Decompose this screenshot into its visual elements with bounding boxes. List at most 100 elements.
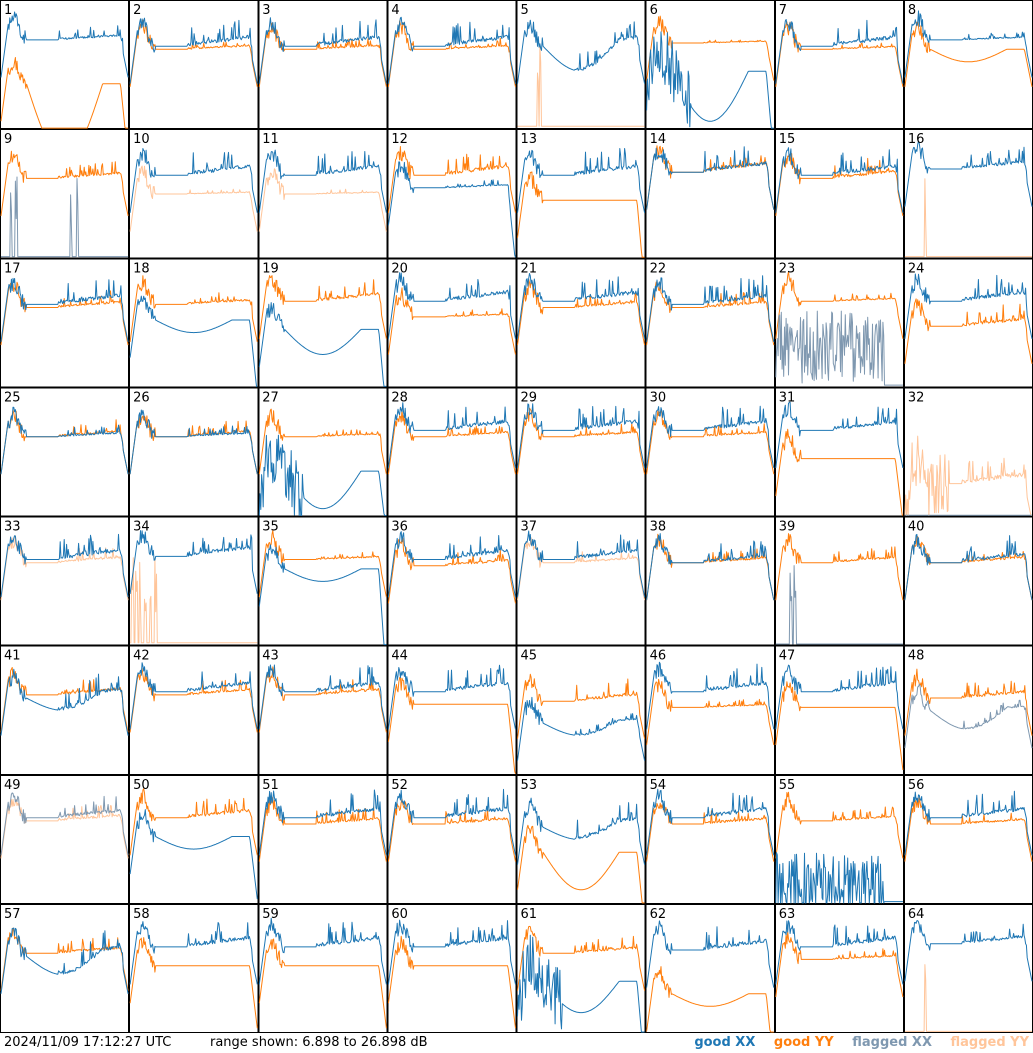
legend-flagged-xx: flagged XX bbox=[852, 1035, 932, 1050]
panel-number: 2 bbox=[133, 3, 141, 18]
panel-frame bbox=[516, 516, 646, 646]
trace-yy-panel-21 bbox=[517, 278, 646, 346]
trace-xx-panel-15 bbox=[775, 147, 904, 213]
panel-36: 36 bbox=[387, 516, 517, 646]
panel-5: 5 bbox=[516, 0, 646, 130]
panel-63: 63 bbox=[774, 903, 904, 1033]
panel-number: 44 bbox=[391, 649, 408, 664]
panel-frame bbox=[0, 258, 130, 388]
trace-xx-panel-17 bbox=[0, 277, 129, 343]
trace-xx-panel-33 bbox=[0, 533, 129, 598]
panel-number: 32 bbox=[908, 390, 925, 405]
panel-frame bbox=[258, 903, 388, 1033]
panel-number: 53 bbox=[521, 778, 538, 793]
panel-frame bbox=[645, 903, 775, 1033]
trace-xx-panel-46 bbox=[646, 661, 775, 730]
trace-yy-panel-25 bbox=[0, 409, 129, 475]
panel-20: 20 bbox=[387, 258, 517, 388]
panel-number: 23 bbox=[779, 261, 796, 276]
trace-xx-panel-41 bbox=[0, 668, 129, 736]
trace-xx-panel-29 bbox=[517, 403, 646, 469]
panel-51: 51 bbox=[258, 774, 388, 904]
trace-yy-panel-37 bbox=[517, 537, 646, 601]
panel-number: 18 bbox=[133, 261, 150, 276]
panel-number: 34 bbox=[133, 520, 150, 535]
panel-frame bbox=[774, 903, 904, 1033]
trace-xx-panel-21 bbox=[517, 273, 646, 339]
panel-12: 12 bbox=[387, 129, 517, 259]
panel-number: 38 bbox=[650, 520, 667, 535]
trace-yy-panel-44 bbox=[387, 676, 516, 774]
panel-frame bbox=[774, 0, 904, 130]
trace-yy-panel-9 bbox=[0, 150, 129, 217]
panel-frame bbox=[645, 645, 775, 775]
panel-7: 7 bbox=[774, 0, 904, 130]
panel-18: 18 bbox=[129, 258, 259, 388]
panel-frame bbox=[258, 0, 388, 130]
panel-34: 34 bbox=[129, 516, 259, 646]
trace-xx-panel-62 bbox=[646, 920, 775, 988]
panel-number: 56 bbox=[908, 778, 925, 793]
trace-yy-panel-40 bbox=[904, 536, 1033, 601]
panel-frame bbox=[645, 0, 775, 130]
panel-47: 47 bbox=[774, 645, 904, 775]
panel-number: 27 bbox=[262, 390, 279, 405]
trace-yy-panel-59 bbox=[258, 938, 387, 1029]
trace-yy-panel-23 bbox=[775, 271, 904, 339]
panel-46: 46 bbox=[645, 645, 775, 775]
panel-number: 43 bbox=[262, 649, 279, 664]
panel-number: 12 bbox=[391, 132, 408, 147]
trace-yy-panel-1 bbox=[0, 57, 129, 129]
panel-frame bbox=[516, 903, 646, 1033]
timestamp-label: 2024/11/09 17:12:27 UTC bbox=[4, 1035, 172, 1050]
trace-yy-panel-62 bbox=[646, 966, 774, 1033]
trace-xx-panel-57 bbox=[0, 927, 129, 994]
panel-frame bbox=[903, 774, 1033, 904]
trace-yy-panel-35 bbox=[258, 530, 387, 598]
panel-number: 60 bbox=[391, 907, 408, 922]
panel-57: 57 bbox=[0, 903, 130, 1033]
panel-32: 32 bbox=[903, 387, 1033, 517]
trace-xx-panel-11 bbox=[258, 149, 387, 213]
trace-yy-panel-55 bbox=[775, 791, 904, 859]
panel-number: 15 bbox=[779, 132, 796, 147]
panel-number: 3 bbox=[262, 3, 270, 18]
panel-37: 37 bbox=[516, 516, 646, 646]
panel-23: 23 bbox=[774, 258, 904, 388]
status-footer: 2024/11/09 17:12:27 UTC range shown: 6.8… bbox=[0, 1033, 1033, 1053]
panel-frame bbox=[903, 903, 1033, 1033]
panel-frame bbox=[387, 774, 517, 904]
trace-yy-panel-27 bbox=[258, 408, 387, 475]
panel-number: 17 bbox=[4, 261, 21, 276]
trace-xx-panel-49 bbox=[0, 792, 129, 856]
panel-40: 40 bbox=[903, 516, 1033, 646]
trace-xx-panel-51 bbox=[258, 789, 387, 856]
panel-16: 16 bbox=[903, 129, 1033, 259]
panel-frame bbox=[774, 387, 904, 517]
panel-number: 26 bbox=[133, 390, 150, 405]
panel-64: 64 bbox=[903, 903, 1033, 1033]
panel-number: 20 bbox=[391, 261, 408, 276]
trace-yy-panel-58 bbox=[129, 937, 258, 1029]
panel-number: 5 bbox=[521, 3, 529, 18]
panel-number: 50 bbox=[133, 778, 150, 793]
trace-yy-panel-22 bbox=[646, 281, 775, 346]
trace-xx-panel-35 bbox=[258, 544, 387, 646]
panel-frame bbox=[387, 903, 517, 1033]
trace-xx-panel-30 bbox=[646, 405, 775, 469]
panel-frame bbox=[903, 0, 1033, 130]
panel-number: 9 bbox=[4, 132, 12, 147]
trace-xx-panel-31 bbox=[775, 401, 904, 469]
trace-xx-panel-37 bbox=[517, 530, 646, 598]
panel-number: 59 bbox=[262, 907, 279, 922]
panel-45: 45 bbox=[516, 645, 646, 775]
panel-11: 11 bbox=[258, 129, 388, 259]
trace-xx-panel-53 bbox=[517, 797, 646, 865]
trace-xx-panel-24 bbox=[904, 273, 1033, 339]
panel-frame bbox=[0, 516, 130, 646]
panel-frame bbox=[258, 774, 388, 904]
trace-xx-panel-3 bbox=[258, 17, 387, 84]
panel-frame bbox=[0, 645, 130, 775]
trace-yy-panel-12 bbox=[387, 146, 516, 213]
panel-number: 41 bbox=[4, 649, 21, 664]
